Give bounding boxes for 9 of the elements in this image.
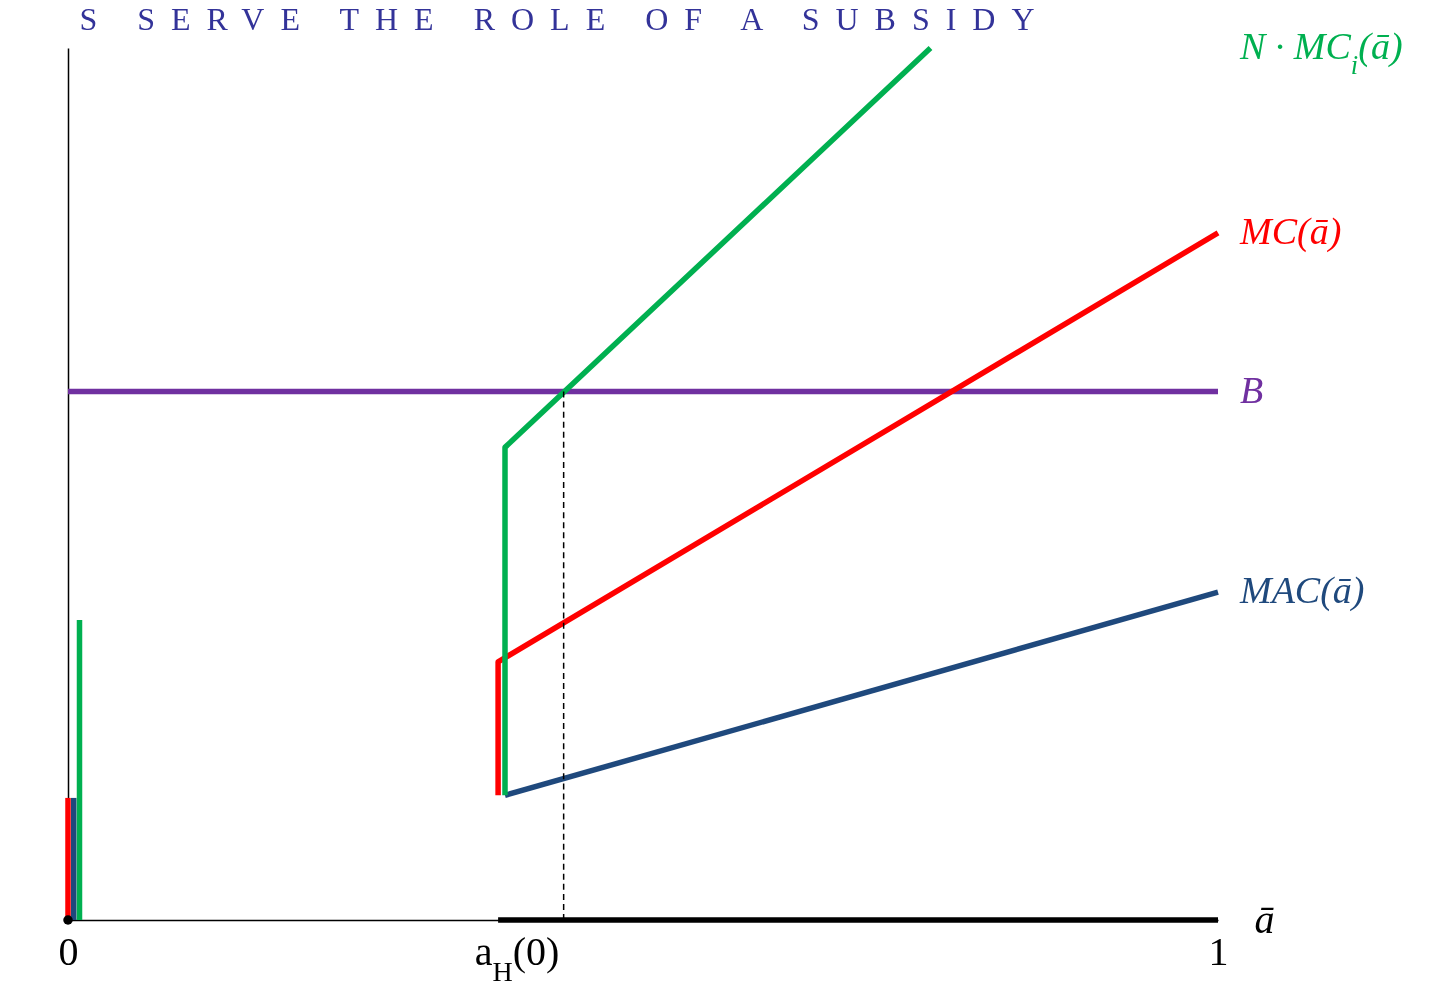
x-axis-title: ā xyxy=(1254,896,1275,942)
chart-title: S SERVE THE ROLE OF A SUBSIDY xyxy=(79,1,1051,37)
series-label: B xyxy=(1240,368,1264,411)
series-label: MAC(ā) xyxy=(1239,569,1365,613)
x-tick-label: 0 xyxy=(58,928,79,974)
x-tick-label: 1 xyxy=(1208,928,1229,974)
series-label: MC(ā) xyxy=(1239,209,1342,253)
text: N · MC$_{i}$(ā) xyxy=(1239,25,1403,80)
x-tick-label: a$_{H}$(0) xyxy=(474,928,560,986)
